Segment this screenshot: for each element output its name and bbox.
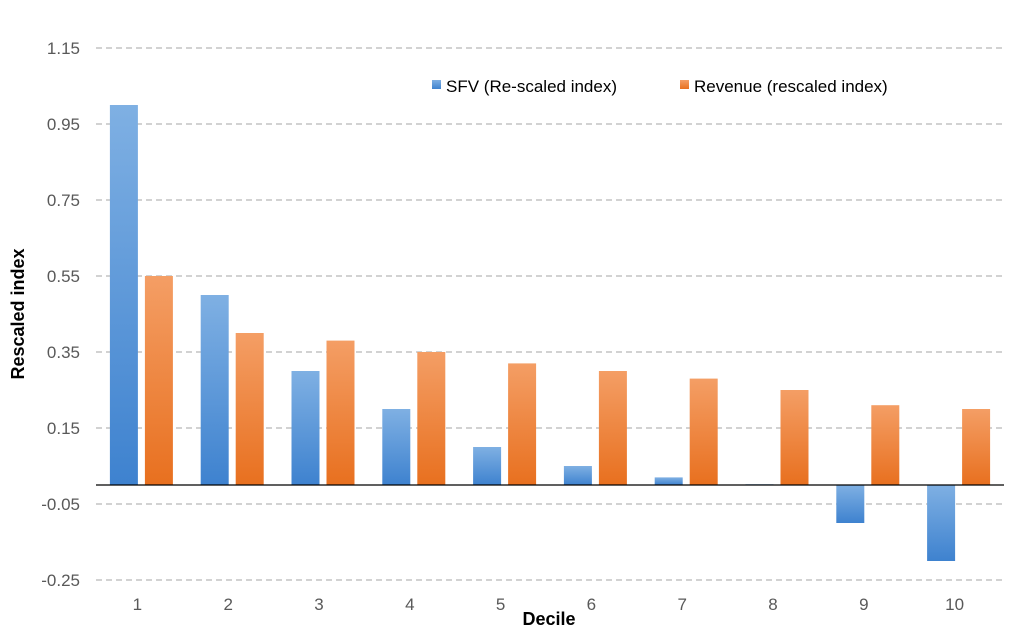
bar-sfv-decile-3 bbox=[291, 371, 320, 485]
bar-revenue-decile-4 bbox=[417, 352, 446, 485]
bars bbox=[109, 105, 991, 561]
bar-sfv-decile-1 bbox=[109, 105, 138, 485]
bar-revenue-decile-10 bbox=[962, 409, 991, 485]
y-tick-label: 0.15 bbox=[47, 419, 80, 438]
bar-revenue-decile-2 bbox=[235, 333, 264, 485]
bar-sfv-decile-2 bbox=[200, 295, 229, 485]
legend: SFV (Re-scaled index) Revenue (rescaled i… bbox=[432, 77, 888, 96]
bar-revenue-decile-6 bbox=[598, 371, 627, 485]
x-tick-label: 3 bbox=[314, 595, 323, 614]
bar-sfv-decile-7 bbox=[654, 477, 683, 485]
legend-swatch-sfv bbox=[432, 80, 441, 89]
x-tick-label: 6 bbox=[587, 595, 596, 614]
bar-sfv-decile-5 bbox=[473, 447, 502, 485]
x-tick-label: 1 bbox=[133, 595, 142, 614]
legend-label-revenue: Revenue (rescaled index) bbox=[694, 77, 888, 96]
y-tick-label: 0.95 bbox=[47, 115, 80, 134]
bar-revenue-decile-8 bbox=[780, 390, 809, 485]
y-tick-label: 0.35 bbox=[47, 343, 80, 362]
y-tick-label: 0.75 bbox=[47, 191, 80, 210]
y-tick-label: -0.25 bbox=[41, 571, 80, 590]
x-axis-title: Decile bbox=[522, 609, 575, 629]
x-tick-label: 8 bbox=[768, 595, 777, 614]
y-tick-label: 0.55 bbox=[47, 267, 80, 286]
x-tick-label: 9 bbox=[859, 595, 868, 614]
y-axis-title: Rescaled index bbox=[8, 248, 28, 379]
y-axis-ticks: 1.15 0.95 0.75 0.55 0.35 0.15 -0.05 -0.25 bbox=[41, 39, 80, 590]
bar-sfv-decile-9 bbox=[836, 485, 865, 523]
x-tick-label: 2 bbox=[223, 595, 232, 614]
bar-revenue-decile-9 bbox=[871, 405, 900, 485]
legend-label-sfv: SFV (Re-scaled index) bbox=[446, 77, 617, 96]
gridlines bbox=[96, 47, 1004, 581]
bar-sfv-decile-6 bbox=[563, 466, 592, 485]
bar-revenue-decile-5 bbox=[508, 363, 537, 485]
x-tick-label: 5 bbox=[496, 595, 505, 614]
bar-revenue-decile-3 bbox=[326, 340, 355, 485]
y-tick-label: -0.05 bbox=[41, 495, 80, 514]
y-tick-label: 1.15 bbox=[47, 39, 80, 58]
x-tick-label: 10 bbox=[945, 595, 964, 614]
x-tick-label: 7 bbox=[677, 595, 686, 614]
bar-revenue-decile-7 bbox=[689, 378, 718, 485]
x-axis-ticks: 1 2 3 4 5 6 7 8 9 10 bbox=[133, 595, 964, 614]
legend-swatch-revenue bbox=[680, 80, 689, 89]
bar-revenue-decile-1 bbox=[144, 276, 173, 485]
bar-sfv-decile-4 bbox=[382, 409, 411, 485]
bar-sfv-decile-10 bbox=[927, 485, 956, 561]
x-tick-label: 4 bbox=[405, 595, 414, 614]
